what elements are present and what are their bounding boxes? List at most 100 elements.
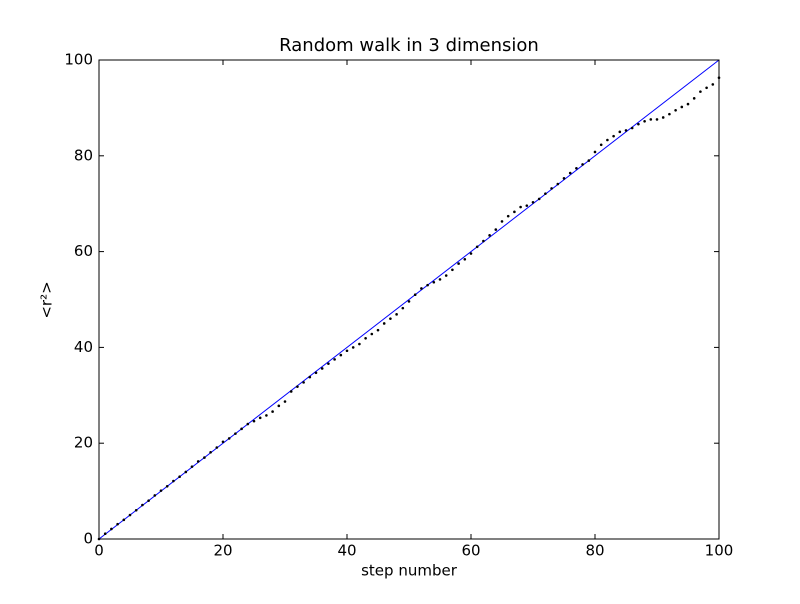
data-point xyxy=(438,278,442,281)
data-point xyxy=(525,204,529,207)
x-tick-label: 100 xyxy=(705,542,734,560)
data-point xyxy=(159,489,163,492)
data-point xyxy=(252,419,256,423)
data-point xyxy=(376,328,380,332)
data-point xyxy=(475,245,479,249)
data-point xyxy=(178,475,181,479)
data-point xyxy=(389,317,392,320)
data-point xyxy=(618,130,622,134)
y-axis-label: <r²> xyxy=(38,281,56,318)
data-point xyxy=(351,346,355,349)
data-point xyxy=(289,390,293,393)
data-point xyxy=(209,451,212,454)
data-point xyxy=(153,494,157,497)
data-point xyxy=(420,287,423,290)
data-point xyxy=(680,105,684,109)
data-point xyxy=(661,116,665,119)
data-point xyxy=(692,97,696,100)
data-point xyxy=(506,214,510,218)
data-point xyxy=(110,527,113,531)
data-point xyxy=(271,410,274,413)
data-point xyxy=(544,192,547,195)
y-tick-label: 100 xyxy=(64,51,93,69)
data-line xyxy=(98,59,720,540)
data-point xyxy=(246,422,250,426)
data-point xyxy=(134,508,138,512)
data-point xyxy=(463,257,467,261)
y-tick-label: 60 xyxy=(74,242,93,260)
data-point xyxy=(606,138,609,142)
data-point xyxy=(426,283,429,287)
data-point xyxy=(122,518,126,522)
data-point xyxy=(296,385,299,388)
data-point xyxy=(370,332,374,336)
data-point xyxy=(184,470,188,474)
data-point xyxy=(147,499,150,502)
data-point xyxy=(599,143,603,147)
data-point xyxy=(165,485,169,488)
data-point xyxy=(587,159,591,162)
data-point xyxy=(116,522,119,526)
data-point xyxy=(172,479,175,483)
data-point xyxy=(500,220,504,223)
x-tick-label: 80 xyxy=(585,542,604,560)
data-point xyxy=(395,313,398,316)
data-point xyxy=(203,456,206,459)
chart-title: Random walk in 3 dimension xyxy=(279,35,539,56)
y-tick-label: 20 xyxy=(74,434,93,452)
data-point xyxy=(513,210,516,214)
data-point xyxy=(314,371,318,375)
data-point xyxy=(265,414,268,417)
data-point xyxy=(190,465,194,468)
data-point xyxy=(568,171,572,175)
data-point xyxy=(444,274,448,277)
x-tick-label: 20 xyxy=(213,542,232,560)
data-point xyxy=(339,353,343,357)
data-point xyxy=(612,134,615,138)
data-point xyxy=(221,440,225,444)
data-point xyxy=(556,182,560,186)
x-tick-label: 60 xyxy=(461,542,480,560)
data-point xyxy=(494,228,498,231)
data-point xyxy=(345,349,349,353)
data-point xyxy=(711,83,715,86)
data-point xyxy=(705,86,708,90)
data-point xyxy=(668,112,671,116)
data-point xyxy=(407,300,411,303)
data-point xyxy=(575,166,578,170)
data-point xyxy=(141,503,144,507)
y-tick-label: 40 xyxy=(74,338,93,356)
data-point xyxy=(333,358,336,361)
data-point xyxy=(401,306,405,310)
data-point xyxy=(624,129,628,132)
data-point xyxy=(432,280,436,284)
data-point xyxy=(482,239,485,243)
data-point xyxy=(320,367,324,370)
y-tick-label: 0 xyxy=(83,530,93,548)
data-point xyxy=(581,163,584,166)
data-point xyxy=(674,108,677,112)
data-point xyxy=(277,404,281,408)
data-point xyxy=(531,200,535,204)
data-point xyxy=(637,122,640,126)
x-tick-label: 40 xyxy=(337,542,356,560)
data-point xyxy=(128,513,132,517)
data-point xyxy=(643,120,646,123)
data-point xyxy=(308,375,312,379)
data-point xyxy=(593,150,597,154)
data-point xyxy=(358,342,361,346)
data-point xyxy=(451,268,454,272)
x-tick-label: 0 xyxy=(94,542,104,560)
data-point xyxy=(655,118,659,121)
data-point xyxy=(382,322,386,325)
data-point xyxy=(550,187,553,190)
data-point xyxy=(103,532,107,536)
data-point xyxy=(457,262,460,265)
data-point xyxy=(413,293,417,297)
plot-frame xyxy=(98,59,720,540)
data-point xyxy=(562,177,566,180)
data-point xyxy=(240,427,243,431)
data-point xyxy=(488,234,491,237)
